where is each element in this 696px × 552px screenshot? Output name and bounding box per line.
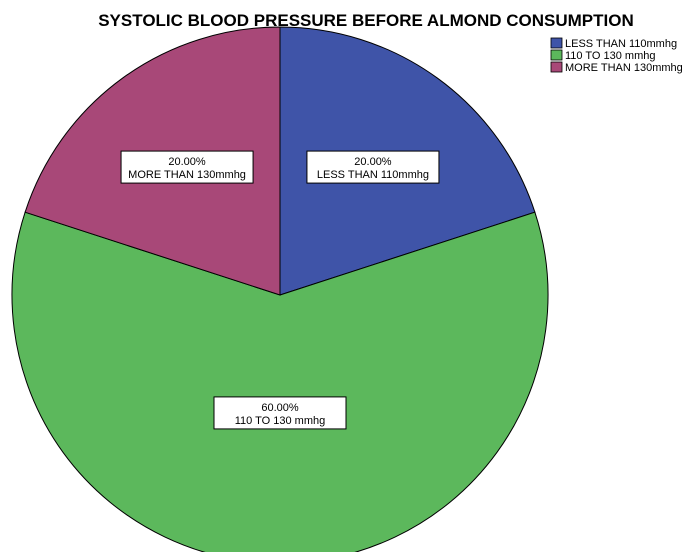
slice-label-name: MORE THAN 130mmhg <box>128 169 246 181</box>
pie-slice-110-to-130-mmhg <box>11 211 549 552</box>
slice-label-box <box>213 396 347 430</box>
legend-swatch-more-than-130mmhg <box>550 61 563 73</box>
slice-label-percent: 20.00% <box>168 156 206 168</box>
chart-title: SYSTOLIC BLOOD PRESSURE BEFORE ALMOND CO… <box>98 11 634 30</box>
slice-label-percent: 60.00% <box>261 402 299 414</box>
slice-label-name: LESS THAN 110mmhg <box>317 169 429 181</box>
slice-label-box <box>306 150 440 184</box>
legend-label-less-than-110mmhg: LESS THAN 110mmhg <box>565 38 677 50</box>
pie-slices <box>11 26 549 552</box>
slice-label-box <box>120 150 254 184</box>
legend-swatch-110-to-130-mmhg <box>550 49 563 61</box>
legend-swatch-less-than-110mmhg <box>550 37 563 49</box>
slice-label-name: 110 TO 130 mmhg <box>235 415 326 427</box>
legend-label-more-than-130mmhg: MORE THAN 130mmhg <box>565 62 683 74</box>
legend-label-110-to-130-mmhg: 110 TO 130 mmhg <box>565 50 656 62</box>
slice-label-percent: 20.00% <box>354 156 392 168</box>
